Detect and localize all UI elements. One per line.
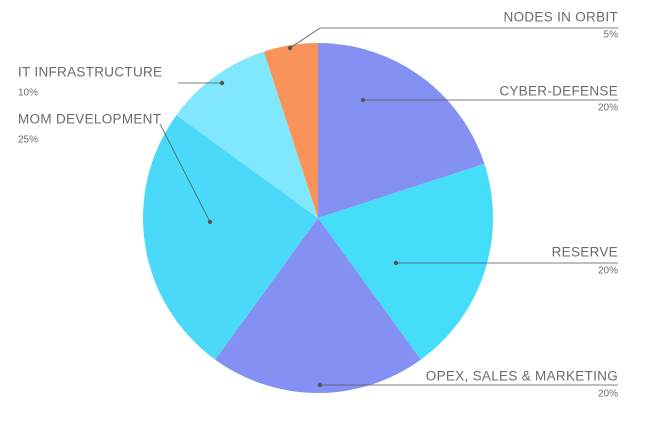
slice-value-label: 20% <box>598 266 618 277</box>
leader-dot <box>393 260 399 266</box>
leader-dot <box>207 219 213 225</box>
slice-label: OPEX, SALES & MARKETING <box>426 369 618 384</box>
pie-slice <box>176 51 318 218</box>
slice-value-label: 25% <box>18 135 38 146</box>
slice-label: IT INFRASTRUCTURE <box>18 65 162 80</box>
pie-slice <box>263 43 318 218</box>
leader-line <box>159 123 211 223</box>
slice-value-label: 10% <box>18 88 38 99</box>
slice-label: NODES IN ORBIT <box>504 10 618 25</box>
slice-value-label: 5% <box>604 30 619 41</box>
slice-label: RESERVE <box>552 245 618 260</box>
pie-slice <box>318 163 493 360</box>
leader-dot <box>317 382 323 388</box>
slice-value-label: 20% <box>598 389 618 400</box>
pie-slice <box>318 43 485 218</box>
slice-label: CYBER-DEFENSE <box>499 84 618 99</box>
slice-value-label: 20% <box>598 103 618 114</box>
leader-dot <box>287 45 293 51</box>
leader-dot <box>360 97 366 103</box>
leader-dot <box>219 80 225 86</box>
slice-label: MOM DEVELOPMENT <box>18 112 161 127</box>
pie-slice <box>215 218 421 393</box>
leader-line <box>289 27 618 49</box>
